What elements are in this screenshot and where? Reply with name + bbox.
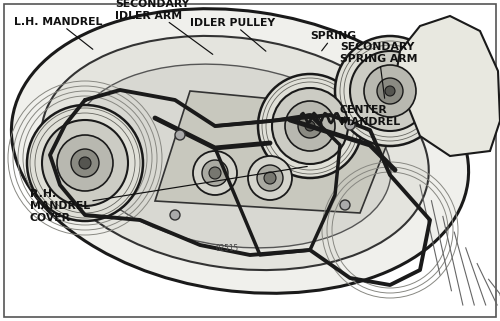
Ellipse shape — [79, 157, 91, 169]
Ellipse shape — [73, 64, 391, 248]
Text: SECONDARY
IDLER ARM: SECONDARY IDLER ARM — [115, 0, 213, 54]
Ellipse shape — [202, 160, 228, 186]
Ellipse shape — [335, 36, 445, 146]
Ellipse shape — [345, 120, 355, 130]
Polygon shape — [395, 16, 500, 156]
Ellipse shape — [41, 36, 429, 270]
Ellipse shape — [258, 74, 362, 178]
Ellipse shape — [340, 200, 350, 210]
Ellipse shape — [42, 120, 128, 206]
Ellipse shape — [298, 114, 322, 138]
Ellipse shape — [175, 130, 185, 140]
Ellipse shape — [285, 101, 335, 151]
Ellipse shape — [193, 151, 237, 195]
Ellipse shape — [209, 167, 221, 179]
Text: R.H.
MANDREL
COVER: R.H. MANDREL COVER — [30, 167, 307, 222]
Ellipse shape — [248, 156, 292, 200]
Text: IDLER PULLEY: IDLER PULLEY — [190, 18, 275, 51]
Text: SPRING: SPRING — [310, 31, 356, 51]
Ellipse shape — [272, 88, 348, 164]
Ellipse shape — [264, 172, 276, 184]
Polygon shape — [155, 91, 400, 213]
Ellipse shape — [27, 105, 143, 221]
Text: SECONDARY
SPRING ARM: SECONDARY SPRING ARM — [340, 42, 417, 98]
Text: 02515: 02515 — [216, 244, 239, 253]
Ellipse shape — [305, 121, 315, 131]
Ellipse shape — [350, 51, 430, 131]
Ellipse shape — [364, 65, 416, 117]
Ellipse shape — [57, 135, 113, 191]
Ellipse shape — [170, 210, 180, 220]
Ellipse shape — [377, 78, 403, 104]
Ellipse shape — [12, 9, 468, 293]
Text: CENTER
MANDREL: CENTER MANDREL — [340, 105, 400, 127]
Text: L.H. MANDREL: L.H. MANDREL — [14, 17, 102, 49]
Ellipse shape — [71, 149, 99, 177]
Ellipse shape — [385, 86, 395, 96]
Ellipse shape — [257, 165, 283, 191]
